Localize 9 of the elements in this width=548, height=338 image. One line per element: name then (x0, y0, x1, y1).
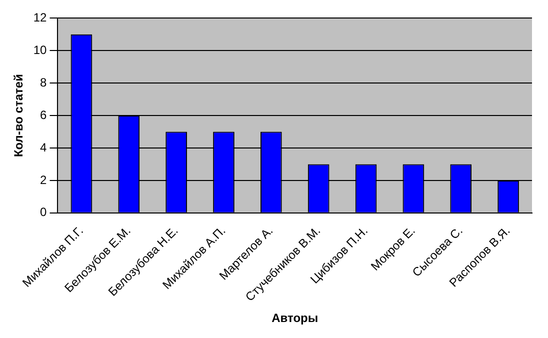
y-tick-label: 6 (40, 108, 48, 122)
y-tick-label: 4 (40, 140, 48, 154)
y-tick-label: 0 (40, 205, 48, 220)
y-tick-label: 2 (40, 172, 48, 187)
y-axis-title: Кол-во статей (12, 74, 26, 158)
y-tick-label: 10 (33, 42, 48, 57)
x-axis-title: Авторы (272, 311, 318, 326)
y-tick-label: 12 (33, 10, 48, 25)
y-tick-label: 8 (40, 75, 48, 90)
